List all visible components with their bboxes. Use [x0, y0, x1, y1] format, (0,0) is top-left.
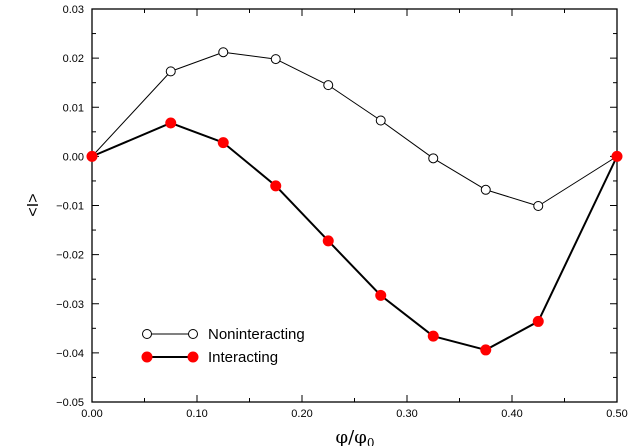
- data-point-interacting: [270, 180, 282, 192]
- data-point-noninteracting: [218, 47, 229, 58]
- series-line-interacting: [91, 121, 618, 351]
- axis-tick-labels: 0.00 0.10 0.20 0.30 0.40 0.50 −0.05 −0.04 −0.03 −…: [56, 4, 628, 420]
- x-tick-label: 0.10: [186, 408, 207, 420]
- y-tick-label: 0.03: [63, 4, 84, 16]
- data-point-interacting: [611, 150, 623, 162]
- data-point-noninteracting: [480, 184, 491, 195]
- data-point-interacting: [165, 117, 177, 129]
- y-axis-label: <I>: [25, 193, 42, 216]
- data-point-interacting: [480, 344, 492, 356]
- data-point-noninteracting: [270, 54, 281, 65]
- data-point-interacting: [532, 315, 544, 327]
- x-tick-label: 0.30: [396, 408, 417, 420]
- y-tick-label: 0.02: [63, 53, 84, 65]
- data-point-noninteracting: [375, 115, 386, 126]
- series-line-noninteracting: [91, 51, 618, 207]
- y-tick-label: −0.03: [56, 299, 84, 311]
- data-point-interacting: [217, 137, 229, 149]
- y-tick-label: 0.00: [63, 151, 84, 163]
- axis-ticks: [91, 8, 618, 403]
- legend-marker-interacting-right: [187, 351, 199, 363]
- legend: Noninteracting Interacting: [141, 326, 305, 366]
- y-tick-label: −0.04: [56, 348, 84, 360]
- data-point-interacting: [322, 235, 334, 247]
- x-axis-label-subscript: 0: [367, 436, 375, 446]
- x-tick-label: 0.40: [501, 408, 522, 420]
- legend-marker-noninteracting-left: [142, 329, 152, 339]
- legend-marker-interacting-left: [141, 351, 153, 363]
- data-point-noninteracting: [165, 66, 176, 77]
- data-point-noninteracting: [323, 80, 334, 91]
- data-point-noninteracting: [533, 200, 544, 211]
- legend-label-noninteracting: Noninteracting: [208, 326, 305, 343]
- y-tick-label: −0.02: [56, 250, 84, 262]
- data-point-interacting: [375, 289, 387, 301]
- y-tick-label: 0.01: [63, 102, 84, 114]
- data-point-interacting: [86, 150, 98, 162]
- x-tick-label: 0.50: [606, 408, 627, 420]
- x-tick-label: 0.00: [81, 408, 102, 420]
- series-layer: [86, 47, 623, 356]
- legend-marker-noninteracting-right: [188, 329, 198, 339]
- x-axis-label: φ/φ0: [336, 427, 375, 446]
- legend-label-interacting: Interacting: [208, 349, 278, 366]
- y-tick-label: −0.05: [56, 397, 84, 409]
- y-tick-label: −0.01: [56, 201, 84, 213]
- x-axis-label-main: φ/φ: [336, 427, 367, 446]
- data-point-interacting: [427, 330, 439, 342]
- data-point-noninteracting: [428, 153, 439, 164]
- x-tick-label: 0.20: [291, 408, 312, 420]
